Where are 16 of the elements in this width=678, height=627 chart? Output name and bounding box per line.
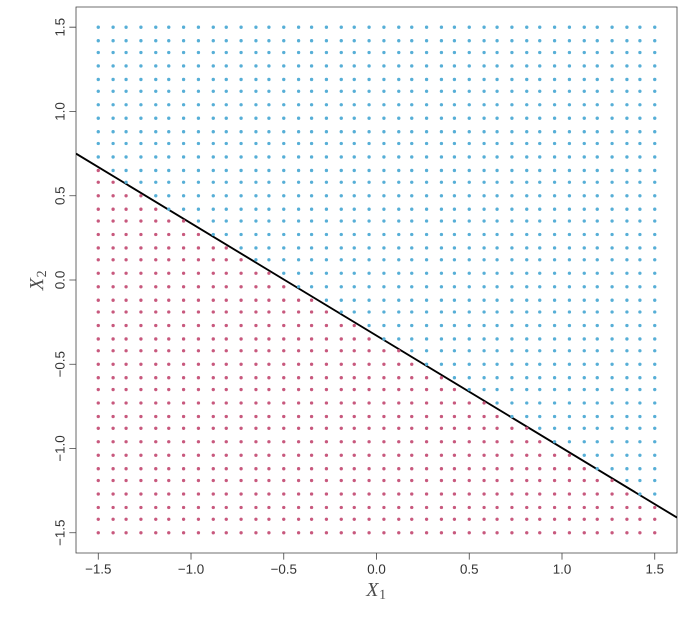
- x-tick-label: −1.5: [86, 564, 111, 574]
- y-tick-label: −0.5: [55, 352, 65, 377]
- x-tick-label: −0.5: [271, 564, 296, 574]
- y-tick-label: 1.0: [55, 102, 65, 120]
- y-tick-label: 0.5: [55, 187, 65, 204]
- x-tick-label: 1.0: [554, 564, 571, 574]
- x-tick-label: 1.5: [646, 564, 664, 574]
- y-axis-title: X$_{2}$: [30, 271, 46, 291]
- y-tick-label: 1.5: [55, 18, 65, 36]
- y-tick-label: 0.0: [55, 271, 65, 289]
- y-tick-label: −1.5: [55, 520, 65, 546]
- x-tick-label: −1.0: [178, 564, 204, 574]
- y-tick-label: −1.0: [55, 436, 65, 462]
- x-tick-label: 0.5: [460, 564, 478, 574]
- x-tick-label: 0.0: [368, 564, 386, 574]
- x-axis-title: X$_{1}$: [366, 582, 386, 599]
